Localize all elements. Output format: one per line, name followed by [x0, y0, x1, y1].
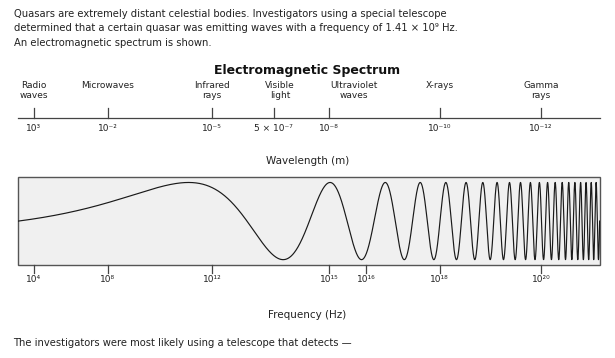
- Text: 10⁻²: 10⁻²: [98, 124, 117, 132]
- Text: Gamma
rays: Gamma rays: [523, 81, 559, 100]
- Text: 10⁻¹⁰: 10⁻¹⁰: [428, 124, 451, 132]
- Text: An electromagnetic spectrum is shown.: An electromagnetic spectrum is shown.: [14, 38, 211, 48]
- Text: 10⁴: 10⁴: [26, 275, 41, 284]
- Text: 10⁻⁸: 10⁻⁸: [319, 124, 339, 132]
- Text: 10²⁰: 10²⁰: [532, 275, 550, 284]
- Text: determined that a certain quasar was emitting waves with a frequency of 1.41 × 1: determined that a certain quasar was emi…: [14, 23, 458, 33]
- Text: 10¹⁵: 10¹⁵: [320, 275, 338, 284]
- Text: Electromagnetic Spectrum: Electromagnetic Spectrum: [215, 64, 400, 77]
- Text: Ultraviolet
waves: Ultraviolet waves: [330, 81, 378, 100]
- Text: 10⁸: 10⁸: [100, 275, 115, 284]
- Text: 10⁻¹²: 10⁻¹²: [530, 124, 553, 132]
- Text: Microwaves: Microwaves: [81, 81, 134, 90]
- Text: 10³: 10³: [26, 124, 41, 132]
- Text: Radio
waves: Radio waves: [20, 81, 48, 100]
- Text: 10¹⁶: 10¹⁶: [357, 275, 375, 284]
- Text: Wavelength (m): Wavelength (m): [266, 156, 349, 166]
- Text: Visible
light: Visible light: [265, 81, 295, 100]
- Text: 5 × 10⁻⁷: 5 × 10⁻⁷: [254, 124, 293, 132]
- Text: The investigators were most likely using a telescope that detects —: The investigators were most likely using…: [14, 338, 352, 348]
- Text: X-rays: X-rays: [426, 81, 454, 90]
- Text: Quasars are extremely distant celestial bodies. Investigators using a special te: Quasars are extremely distant celestial …: [14, 9, 446, 19]
- Text: Frequency (Hz): Frequency (Hz): [268, 310, 347, 320]
- Text: 10¹⁸: 10¹⁸: [430, 275, 449, 284]
- Text: 10⁻⁵: 10⁻⁵: [202, 124, 222, 132]
- Text: 10¹²: 10¹²: [203, 275, 221, 284]
- Text: Infrared
rays: Infrared rays: [194, 81, 230, 100]
